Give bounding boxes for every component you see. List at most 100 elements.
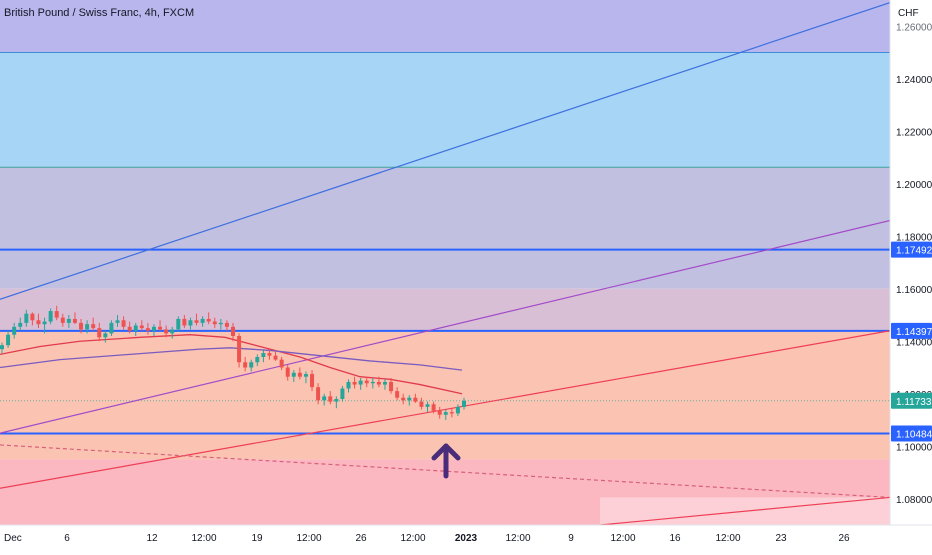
candle-body: [18, 322, 23, 327]
time-tick-label: 12:00: [191, 533, 216, 544]
trend-line-red-dashed[interactable]: [0, 444, 890, 499]
candle-body: [164, 329, 169, 334]
price-tick-label: 1.16000: [896, 285, 932, 296]
chart-title: British Pound / Swiss Franc, 4h, FXCM: [4, 7, 194, 19]
price-badge-background: [891, 322, 932, 339]
candle-body: [285, 367, 290, 377]
candles-layer: [0, 305, 466, 420]
candle: [243, 357, 248, 372]
candle-body: [328, 396, 333, 402]
candle: [249, 359, 254, 372]
candle: [85, 320, 90, 334]
price-badge: 1.10484: [891, 425, 932, 442]
candle: [279, 357, 284, 371]
candle: [449, 408, 454, 418]
trend-line-purple-channel-mid[interactable]: [0, 219, 890, 434]
time-tick-label: 12:00: [400, 533, 425, 544]
candle: [24, 309, 29, 327]
candle-body: [413, 397, 418, 402]
price-tick-label: 1.20000: [896, 180, 932, 191]
candle: [334, 396, 339, 409]
candle-body: [79, 322, 84, 330]
candle-body: [249, 362, 254, 368]
time-tick-label: 19: [251, 533, 263, 544]
candle: [42, 317, 47, 334]
price-tick-label: 1.24000: [896, 75, 932, 86]
zone-band: [0, 52, 890, 168]
price-badge-label: 1.14397: [896, 327, 932, 338]
candle: [291, 370, 296, 382]
time-tick-label: 16: [669, 533, 681, 544]
candle-body: [352, 381, 357, 385]
candle: [413, 393, 418, 403]
zone-band: [0, 288, 890, 331]
time-tick-label: 26: [355, 533, 367, 544]
price-tick-label: 1.26000: [896, 22, 932, 33]
time-tick-label: 23: [775, 533, 787, 544]
candle: [194, 313, 199, 326]
candle-body: [310, 374, 315, 388]
candle: [310, 370, 315, 392]
candle-body: [376, 381, 381, 385]
candle-body: [425, 404, 430, 407]
candle-body: [334, 399, 339, 402]
candle-body: [42, 321, 47, 325]
candle: [303, 371, 308, 384]
candle-body: [206, 318, 211, 322]
price-badge: 1.14397: [891, 322, 932, 339]
candle: [115, 315, 120, 327]
time-axis[interactable]: Dec 6 12 12:00 19 12:00 26 12:00 2023 12:00 9 12:00…: [4, 533, 850, 544]
candle: [218, 318, 223, 330]
candle-body: [267, 353, 272, 356]
candle: [376, 376, 381, 388]
trend-line-blue-channel-top[interactable]: [0, 2, 890, 300]
candle: [164, 325, 169, 338]
zone-band: [0, 330, 890, 460]
candle: [188, 317, 193, 330]
candle-body: [364, 380, 369, 384]
zone-band: [0, 167, 890, 289]
time-tick-label: 9: [568, 533, 574, 544]
candle: [176, 316, 181, 333]
ma-layer: [0, 334, 463, 395]
candle-body: [358, 380, 363, 385]
candle: [389, 378, 394, 394]
candle: [12, 322, 17, 339]
candle: [328, 391, 333, 405]
candle-body: [176, 318, 181, 330]
candle-body: [60, 317, 65, 323]
candle: [437, 406, 442, 419]
candle-body: [303, 374, 308, 377]
candle: [267, 349, 272, 360]
candle: [36, 313, 41, 329]
time-tick-label: 12:00: [610, 533, 635, 544]
time-axis-background[interactable]: [0, 525, 932, 550]
price-tick-label: 1.10000: [896, 442, 932, 453]
candle: [170, 326, 175, 339]
candle: [66, 315, 71, 329]
candle: [109, 320, 114, 336]
time-tick-label: 12:00: [296, 533, 321, 544]
trend-line-red-channel[interactable]: [0, 330, 890, 489]
price-badge-label: 1.10484: [896, 430, 932, 441]
candle: [79, 318, 84, 334]
candle-body: [401, 397, 406, 401]
candle: [285, 364, 290, 381]
candle: [255, 354, 260, 367]
trend-line-red-lower[interactable]: [599, 496, 890, 525]
candle: [297, 367, 302, 380]
candle-body: [212, 321, 217, 325]
candle-body: [407, 397, 412, 401]
price-tick-label: 1.08000: [896, 495, 932, 506]
candle: [340, 385, 345, 402]
candle-body: [109, 322, 114, 334]
candle-body: [431, 404, 436, 411]
candle: [48, 308, 53, 325]
candle: [18, 317, 23, 331]
time-tick-label: 12:00: [715, 533, 740, 544]
candle-body: [297, 372, 302, 377]
candle: [6, 330, 11, 348]
candle: [91, 317, 96, 331]
